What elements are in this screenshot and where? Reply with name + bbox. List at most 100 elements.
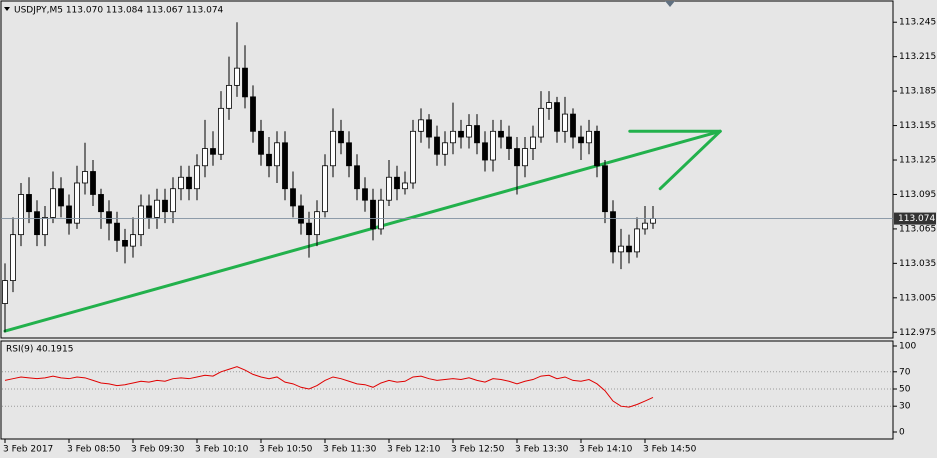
candle-body (466, 125, 472, 138)
candle-body (282, 142, 288, 190)
candle-body (522, 148, 528, 167)
y-tick-label: 70 (899, 367, 911, 377)
candle-body (218, 107, 224, 155)
y-tick-label: 50 (899, 385, 911, 395)
rsi-panel (0, 340, 894, 440)
candle-body (98, 194, 104, 213)
main-panel (0, 0, 894, 339)
candle-body (250, 96, 256, 132)
candle-body (506, 136, 512, 149)
y-tick-label: 113.095 (899, 190, 936, 200)
candle-body (442, 142, 448, 155)
candle-body (242, 67, 248, 98)
y-tick-label: 113.185 (899, 87, 936, 97)
trend-line (3, 129, 722, 333)
candle-body (258, 130, 264, 155)
candle-body (178, 176, 184, 190)
candle-body (458, 130, 464, 138)
candle-body (362, 188, 368, 201)
candle-body (474, 125, 480, 144)
candle-body (202, 148, 208, 167)
y-tick-label: 113.245 (899, 18, 936, 28)
candle-body (82, 171, 88, 184)
candle-body (594, 130, 600, 167)
candle-body (66, 205, 72, 224)
candle-body (338, 130, 344, 144)
candle-body (170, 188, 176, 213)
shift-marker (665, 1, 675, 7)
candle-body (74, 182, 80, 224)
x-tick-label: 3 Feb 12:10 (387, 445, 441, 455)
candle-body (618, 245, 624, 253)
x-tick-label: 3 Feb 2017 (3, 445, 53, 455)
candle-body (498, 130, 504, 138)
y-tick-label: 30 (899, 402, 911, 412)
candle-body (266, 153, 272, 167)
candle-body (626, 245, 632, 253)
y-tick-label: 113.125 (899, 156, 936, 166)
y-tick-label: 0 (899, 428, 905, 438)
candle-body (298, 205, 304, 224)
x-tick-label: 3 Feb 14:50 (643, 445, 697, 455)
candle-body (490, 130, 496, 161)
candle-body (530, 136, 536, 149)
y-tick-label: 113.005 (899, 293, 936, 303)
candle-body (18, 194, 24, 236)
x-tick-label: 3 Feb 10:10 (195, 445, 249, 455)
candle-body (130, 234, 136, 247)
y-tick-label: 113.035 (899, 259, 936, 269)
candle-body (514, 148, 520, 167)
candle-body (378, 199, 384, 230)
candle-body (418, 119, 424, 132)
candle-body (402, 182, 408, 190)
candle-body (114, 222, 120, 241)
candle-body (354, 165, 360, 190)
x-tick-label: 3 Feb 13:30 (515, 445, 569, 455)
rsi-title: RSI(9) 40.1915 (6, 345, 73, 355)
candle-body (586, 130, 592, 144)
candle-body (546, 102, 552, 109)
price-box (894, 212, 936, 225)
candle-body (314, 211, 320, 236)
candle-body (434, 136, 440, 155)
candle-body (34, 211, 40, 236)
x-tick-label: 3 Feb 10:50 (259, 445, 313, 455)
candle-body (210, 148, 216, 155)
candle-body (602, 165, 608, 213)
candle-body (10, 234, 16, 281)
candle-body (394, 176, 400, 190)
rsi-line (4, 366, 654, 408)
candle-body (122, 239, 128, 247)
candle-body (90, 171, 96, 195)
candle-body (642, 222, 648, 230)
candle-body (346, 142, 352, 167)
candle-body (538, 107, 544, 138)
x-tick-label: 3 Feb 08:50 (67, 445, 121, 455)
y-tick-label: 112.975 (899, 328, 936, 338)
candle-body (58, 188, 64, 207)
candle-body (274, 142, 280, 167)
candle-body (194, 165, 200, 190)
x-tick-label: 3 Feb 11:30 (323, 445, 377, 455)
candle-body (2, 280, 8, 304)
candle-body (570, 113, 576, 138)
x-tick-label: 3 Feb 14:10 (579, 445, 633, 455)
candle-body (50, 188, 56, 218)
menu-triangle (4, 7, 10, 11)
candle-body (138, 205, 144, 236)
candle-body (330, 130, 336, 167)
candle-body (26, 194, 32, 213)
candle-body (146, 205, 152, 218)
candle-body (386, 176, 392, 201)
price-label: 113.074 (898, 214, 935, 224)
candle-body (426, 119, 432, 138)
candle-body (42, 217, 48, 236)
x-tick-label: 3 Feb 09:30 (131, 445, 185, 455)
candle-body (370, 199, 376, 230)
chart-title: USDJPY,M5 113.070 113.084 113.067 113.07… (14, 6, 224, 16)
y-tick-label: 100 (899, 342, 916, 352)
y-tick-label: 113.155 (899, 121, 936, 131)
candle-body (162, 199, 168, 213)
candle-body (562, 113, 568, 132)
